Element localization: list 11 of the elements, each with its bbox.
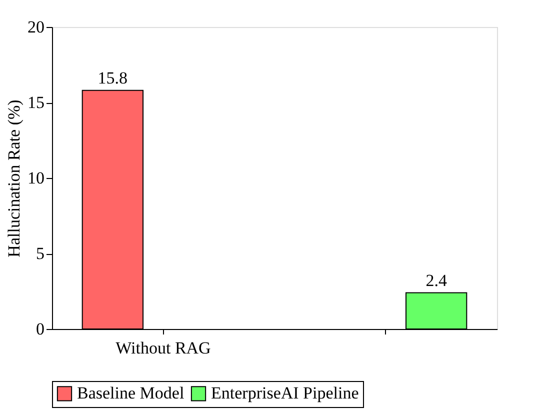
legend-label: Baseline Model: [77, 384, 184, 403]
data-label: 15.8: [98, 68, 128, 88]
x-tick-label: Without RAG: [116, 338, 211, 358]
y-axis-title: Hallucination Rate (%): [4, 100, 24, 258]
y-tick-label: 20: [28, 18, 44, 36]
legend-label: EnterpriseAI Pipeline: [211, 384, 359, 403]
y-tick-label: 15: [28, 93, 44, 112]
data-label: 2.4: [426, 270, 448, 290]
y-tick-label: 5: [36, 244, 44, 263]
y-tick-label: 0: [36, 320, 44, 338]
y-tick-label: 10: [28, 168, 44, 188]
